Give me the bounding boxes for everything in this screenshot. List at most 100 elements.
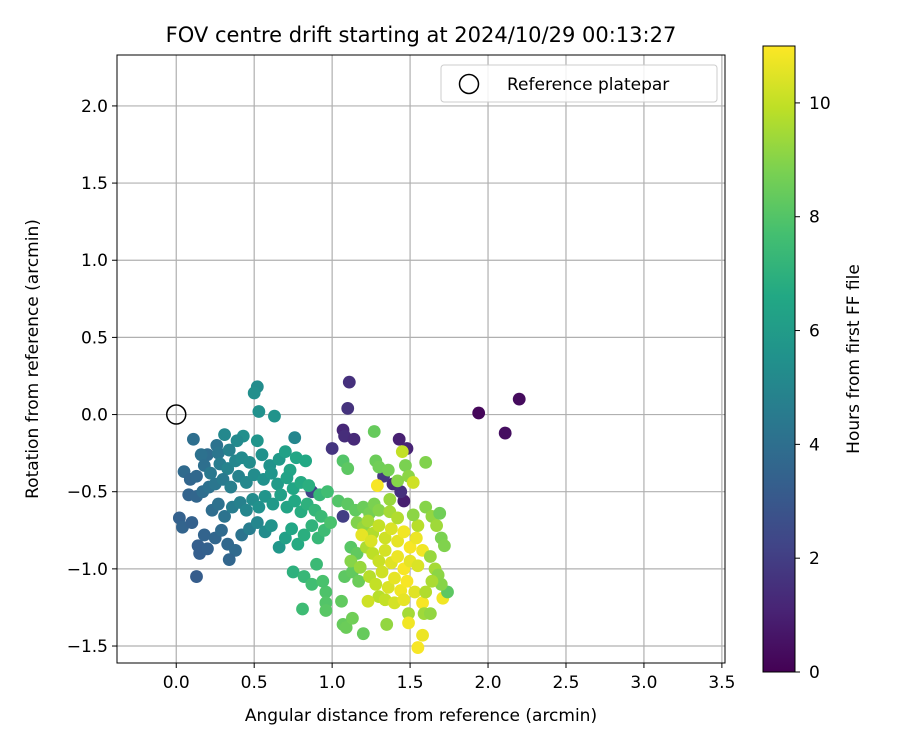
data-point [419, 500, 433, 514]
x-tick-label: 1.0 [319, 673, 346, 693]
y-axis-label: Rotation from reference (arcmin) [23, 219, 43, 499]
data-point [297, 570, 311, 583]
data-point [297, 528, 311, 542]
data-point [378, 531, 392, 545]
data-point [384, 522, 398, 536]
colorbar-label: Hours from first FF file [844, 264, 864, 454]
data-point [271, 477, 284, 491]
data-point [433, 506, 447, 520]
data-point [406, 476, 420, 489]
colorbar-tick-label: 6 [809, 322, 820, 342]
data-point [419, 455, 433, 469]
data-point [336, 510, 350, 523]
x-tick-label: 3.5 [708, 673, 735, 693]
y-axis-ticks: −1.5 −1.0 −0.5 0.0 0.5 1.0 1.5 2.0 [67, 97, 117, 657]
data-point [437, 539, 451, 553]
y-tick-label: −0.5 [67, 483, 108, 503]
data-point [243, 455, 256, 469]
y-tick-label: 0.5 [81, 328, 108, 348]
data-point [341, 401, 355, 415]
data-point [361, 514, 375, 528]
data-point [299, 454, 313, 468]
data-point [416, 596, 429, 610]
data-point [222, 553, 236, 567]
data-point [264, 466, 278, 480]
data-point [346, 611, 359, 625]
data-point [391, 534, 405, 548]
data-point [190, 469, 203, 483]
y-tick-label: 1.0 [81, 251, 108, 271]
data-point [252, 500, 266, 514]
data-point [221, 462, 235, 475]
colorbar-ticks: 0 2 4 6 8 10 [795, 94, 831, 683]
data-point [204, 466, 217, 480]
data-point [347, 432, 361, 446]
colorbar-tick-label: 8 [809, 208, 820, 228]
data-point [272, 540, 286, 554]
x-tick-label: 0.5 [241, 673, 268, 693]
x-tick-label: 0.0 [163, 673, 190, 693]
data-point [381, 580, 395, 594]
data-point [391, 474, 405, 488]
colorbar-tick-label: 2 [809, 549, 820, 569]
data-point [215, 523, 228, 537]
grid-lines [117, 55, 725, 663]
data-point [397, 593, 411, 607]
colorbar-tick-label: 4 [809, 435, 820, 455]
data-point [430, 519, 443, 533]
data-point [399, 459, 412, 472]
colorbar-tick-label: 0 [809, 663, 820, 683]
data-point [394, 485, 408, 499]
legend-entry-label: Reference platepar [507, 75, 669, 95]
x-tick-label: 2.0 [475, 673, 502, 693]
data-point [230, 434, 244, 448]
data-point [372, 503, 386, 517]
data-point [409, 531, 423, 545]
data-point [211, 446, 225, 460]
y-tick-label: −1.0 [67, 560, 108, 580]
data-point [218, 510, 231, 523]
data-point [302, 479, 316, 492]
data-point [381, 463, 395, 477]
data-point [190, 570, 203, 583]
data-point [288, 494, 302, 508]
data-point [218, 428, 231, 442]
data-point [255, 448, 269, 462]
data-point [314, 510, 328, 523]
data-point [325, 442, 339, 455]
scatter-points [172, 375, 526, 654]
data-point [239, 476, 253, 489]
data-point [380, 618, 394, 631]
x-tick-label: 2.5 [552, 673, 579, 693]
data-point [186, 432, 200, 446]
data-point [280, 471, 294, 485]
data-point [361, 594, 375, 608]
data-point [370, 479, 384, 492]
data-point [416, 628, 429, 642]
data-point [268, 409, 281, 423]
data-point [264, 519, 278, 533]
data-point [185, 516, 199, 529]
data-point [425, 574, 439, 588]
data-point [222, 443, 236, 457]
chart-title: FOV centre drift starting at 2024/10/29 … [166, 23, 677, 47]
data-point [310, 557, 323, 571]
data-point [229, 543, 242, 557]
data-point [266, 497, 280, 511]
data-point [201, 542, 214, 556]
data-point [278, 531, 292, 545]
data-point [356, 627, 370, 641]
data-point [352, 574, 366, 588]
data-point [472, 406, 486, 420]
data-point [419, 585, 433, 599]
data-point [197, 528, 211, 542]
y-tick-label: 2.0 [81, 97, 108, 117]
data-point [224, 480, 238, 494]
data-point [316, 574, 330, 588]
data-point [423, 607, 437, 621]
data-point [512, 392, 526, 406]
data-point [402, 616, 415, 630]
data-point [372, 554, 386, 568]
data-point [391, 511, 405, 525]
data-point [383, 493, 397, 506]
